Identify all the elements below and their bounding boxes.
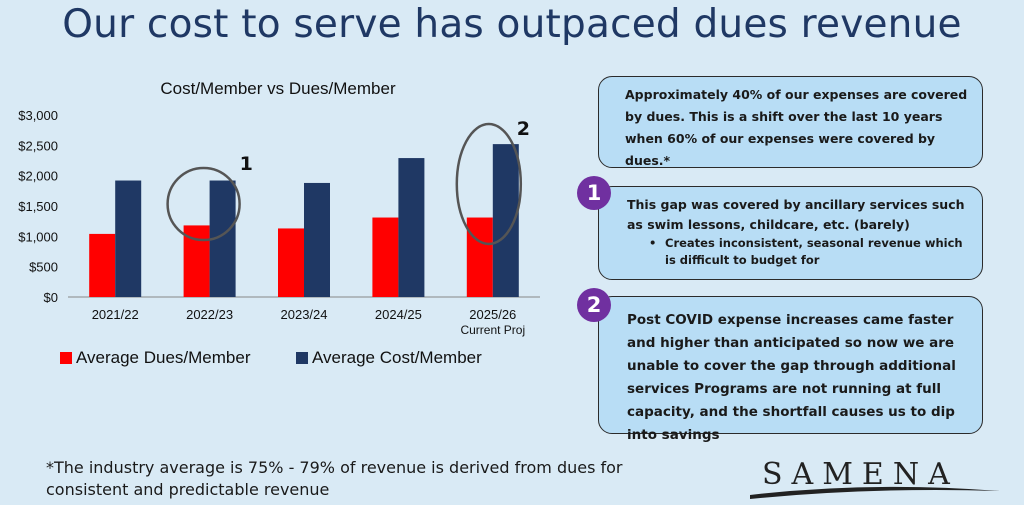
bar-dues-2025-26 [466, 217, 493, 297]
callout-text: This gap was covered by ancillary servic… [627, 197, 965, 232]
legend-label-dues: Average Dues/Member [76, 348, 251, 367]
bar-cost-2021-22 [115, 180, 142, 297]
x-tick-label: 2022/23 [186, 307, 233, 322]
bar-dues-2024-25 [372, 217, 399, 297]
annotation-label-2: 2 [517, 118, 530, 140]
callout-text: Post COVID expense increases came faster… [627, 312, 956, 443]
annotation-circle-2 [455, 122, 523, 246]
logo-text: SAMENA [762, 457, 959, 492]
legend-label-cost: Average Cost/Member [312, 348, 482, 367]
bar-cost-2024-25 [398, 158, 425, 297]
callout-box-expenses: Approximately 40% of our expenses are co… [598, 76, 983, 168]
bar-dues-2023-24 [278, 228, 304, 297]
bar-dues-2021-22 [89, 233, 116, 297]
footnote: *The industry average is 75% - 79% of re… [46, 458, 623, 499]
y-tick-label: $0 [44, 290, 58, 305]
y-tick-label: $3,000 [18, 108, 58, 123]
x-tick-label: 2021/22 [92, 307, 139, 322]
callout-box-gap: This gap was covered by ancillary servic… [598, 186, 983, 280]
legend-swatch-dues [60, 352, 72, 364]
bar-cost-2023-24 [304, 182, 330, 297]
y-tick-label: $2,500 [18, 138, 58, 153]
bullet-icon: • [649, 236, 657, 250]
bar-chart: Cost/Member vs Dues/Member $0 $500 $1,000 $1… [18, 79, 540, 367]
annotation-label-1: 1 [240, 153, 253, 175]
callout-bullet: • Creates inconsistent, seasonal revenue… [627, 235, 968, 269]
callout-box-covid: Post COVID expense increases came faster… [598, 296, 983, 443]
y-tick-label: $1,000 [18, 229, 58, 244]
legend-swatch-cost [296, 352, 308, 364]
x-tick-label: 2023/24 [281, 307, 328, 322]
x-tick-label: 2024/25 [375, 307, 422, 322]
logo-swoosh-icon [750, 486, 1000, 499]
chart-title: Cost/Member vs Dues/Member [160, 79, 396, 98]
y-tick-label: $500 [29, 260, 58, 275]
number-badge-1: 1 [577, 176, 611, 210]
page-title: Our cost to serve has outpaced dues reve… [62, 2, 962, 47]
annotation-circle-1 [166, 166, 241, 242]
x-tick-sublabel: Current Proj [460, 323, 525, 337]
y-tick-label: $2,000 [18, 169, 58, 184]
bullet-text: Creates inconsistent, seasonal revenue w… [665, 236, 963, 267]
number-badge-2: 2 [577, 288, 611, 322]
x-tick-label: 2025/26 [469, 307, 516, 322]
y-tick-label: $1,500 [18, 199, 58, 214]
samena-logo: SAMENA [750, 455, 1000, 503]
callout-text: Approximately 40% of our expenses are co… [625, 87, 968, 168]
